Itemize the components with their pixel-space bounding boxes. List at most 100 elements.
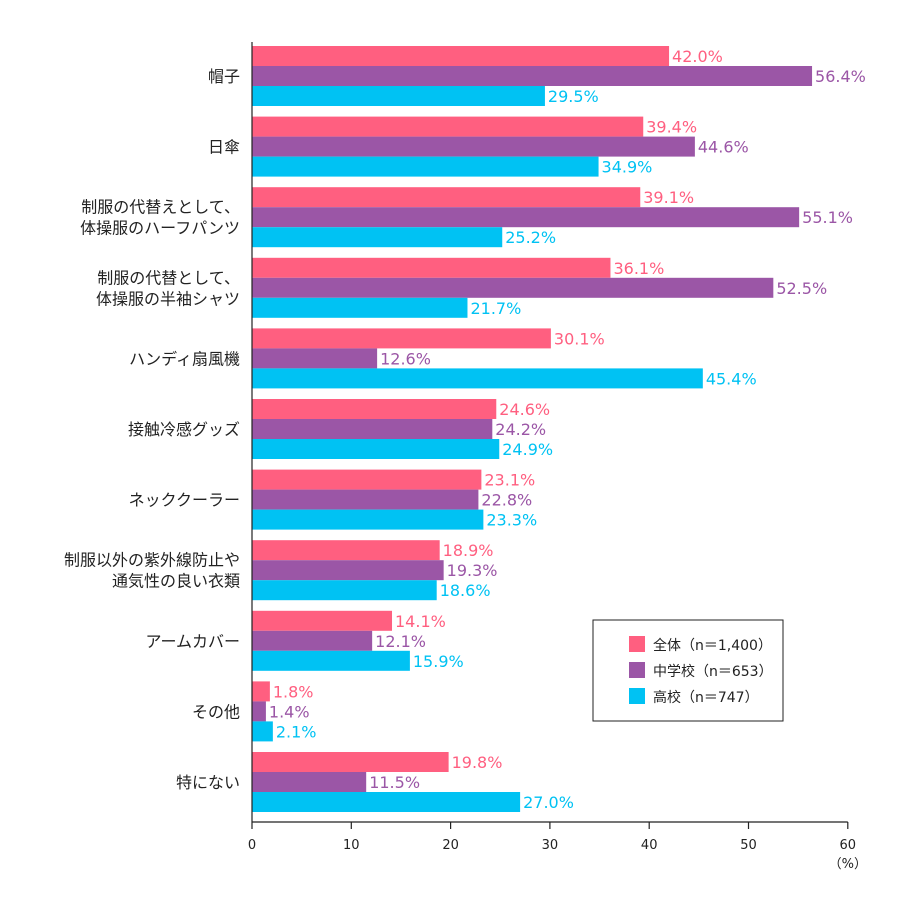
value-label: 34.9% bbox=[602, 158, 653, 177]
bar bbox=[252, 328, 551, 349]
bar bbox=[252, 419, 493, 439]
category-label: 体操服の半袖シャツ bbox=[96, 289, 240, 308]
bar bbox=[252, 156, 599, 177]
value-label: 56.4% bbox=[815, 67, 866, 86]
bar bbox=[252, 610, 393, 631]
value-label: 22.8% bbox=[481, 491, 532, 510]
bar bbox=[252, 509, 484, 530]
category-label: 接触冷感グッズ bbox=[128, 420, 240, 439]
value-label: 25.2% bbox=[505, 228, 556, 247]
bar bbox=[252, 257, 611, 278]
x-tick-label: 40 bbox=[641, 838, 658, 853]
value-label: 29.5% bbox=[548, 87, 599, 106]
category-label: アームカバー bbox=[145, 632, 240, 651]
category-label: 制服の代替として、 bbox=[97, 268, 240, 287]
value-label: 39.4% bbox=[646, 118, 697, 137]
value-label: 23.3% bbox=[486, 511, 537, 530]
value-label: 11.5% bbox=[369, 773, 420, 792]
legend-entry: 高校（n＝747） bbox=[653, 689, 759, 706]
category-labels-layer: 帽子日傘制服の代替えとして、体操服のハーフパンツ制服の代替として、体操服の半袖シ… bbox=[64, 67, 240, 792]
x-unit-label: （%） bbox=[829, 857, 867, 872]
category-label: 制服の代替えとして、 bbox=[81, 198, 240, 217]
category-label: 帽子 bbox=[208, 67, 240, 86]
value-label: 1.8% bbox=[273, 682, 314, 701]
bar bbox=[252, 207, 800, 228]
value-label: 36.1% bbox=[613, 259, 664, 278]
x-tick-label: 0 bbox=[248, 838, 256, 853]
value-label: 21.7% bbox=[470, 299, 521, 318]
x-tick-label: 20 bbox=[442, 838, 459, 853]
value-label: 1.4% bbox=[269, 702, 310, 721]
bar bbox=[252, 540, 440, 561]
value-label: 2.1% bbox=[276, 722, 317, 741]
bar bbox=[252, 116, 644, 137]
value-label: 19.8% bbox=[452, 753, 503, 772]
bar bbox=[252, 580, 437, 601]
bar bbox=[252, 792, 521, 812]
bar bbox=[252, 399, 497, 419]
bar bbox=[252, 630, 373, 651]
bar bbox=[252, 650, 410, 671]
bar bbox=[252, 187, 641, 208]
legend: 全体（n＝1,400） 中学校（n＝653） 高校（n＝747） bbox=[592, 619, 784, 722]
bar bbox=[252, 277, 774, 298]
category-label: ハンディ扇風機 bbox=[129, 349, 240, 368]
bar bbox=[252, 66, 813, 86]
value-label: 30.1% bbox=[554, 329, 605, 348]
category-label: ネッククーラー bbox=[129, 491, 240, 510]
legend-entry: 中学校（n＝653） bbox=[653, 663, 773, 680]
value-label: 14.1% bbox=[395, 612, 446, 631]
value-label: 12.6% bbox=[380, 349, 431, 368]
bar bbox=[252, 348, 378, 369]
x-axis: 0 10 20 30 40 50 60 （%） bbox=[248, 42, 867, 872]
category-label: その他 bbox=[192, 702, 240, 721]
value-label: 52.5% bbox=[776, 279, 827, 298]
value-label: 39.1% bbox=[643, 188, 694, 207]
category-label: 通気性の良い衣類 bbox=[112, 572, 240, 591]
bar bbox=[252, 489, 479, 510]
value-label: 24.6% bbox=[499, 400, 550, 419]
value-label: 15.9% bbox=[413, 652, 464, 671]
bars-layer bbox=[252, 46, 813, 812]
value-labels-layer: 42.0% 56.4% 29.5% 39.4%44.6% 34.9% 39.1% 55.1%… bbox=[269, 47, 866, 812]
value-label: 18.9% bbox=[443, 541, 494, 560]
bar bbox=[252, 136, 695, 157]
value-label: 12.1% bbox=[375, 632, 426, 651]
value-label: 19.3% bbox=[447, 561, 498, 580]
value-label: 55.1% bbox=[802, 208, 853, 227]
value-label: 42.0% bbox=[672, 47, 723, 66]
category-label: 日傘 bbox=[208, 138, 240, 157]
legend-entry: 全体（n＝1,400） bbox=[653, 637, 772, 654]
bar bbox=[252, 368, 703, 389]
legend-box bbox=[592, 619, 784, 722]
bar bbox=[252, 752, 449, 772]
bar bbox=[252, 439, 500, 459]
bar bbox=[252, 469, 482, 490]
category-label: 特にない bbox=[176, 773, 240, 792]
value-label: 45.4% bbox=[706, 369, 757, 388]
category-label: 体操服のハーフパンツ bbox=[80, 219, 240, 238]
value-label: 44.6% bbox=[698, 138, 749, 157]
x-tick-label: 50 bbox=[740, 838, 757, 853]
bar bbox=[252, 86, 545, 106]
value-label: 23.1% bbox=[484, 471, 535, 490]
legend-swatch bbox=[629, 688, 645, 704]
value-label: 27.0% bbox=[523, 793, 574, 812]
bar bbox=[252, 297, 468, 318]
x-tick-label: 30 bbox=[542, 838, 559, 853]
x-tick-label: 10 bbox=[343, 838, 360, 853]
bar bbox=[252, 681, 270, 702]
category-label: 制服以外の紫外線防止や bbox=[64, 551, 240, 570]
value-label: 24.2% bbox=[495, 420, 546, 439]
bar bbox=[252, 560, 444, 581]
bar bbox=[252, 721, 273, 742]
legend-swatch bbox=[629, 636, 645, 652]
bar bbox=[252, 46, 670, 66]
bar bbox=[252, 772, 367, 792]
bar bbox=[252, 701, 266, 722]
value-label: 24.9% bbox=[502, 440, 553, 459]
bar bbox=[252, 227, 503, 248]
legend-swatch bbox=[629, 662, 645, 678]
x-tick-label: 60 bbox=[840, 838, 857, 853]
